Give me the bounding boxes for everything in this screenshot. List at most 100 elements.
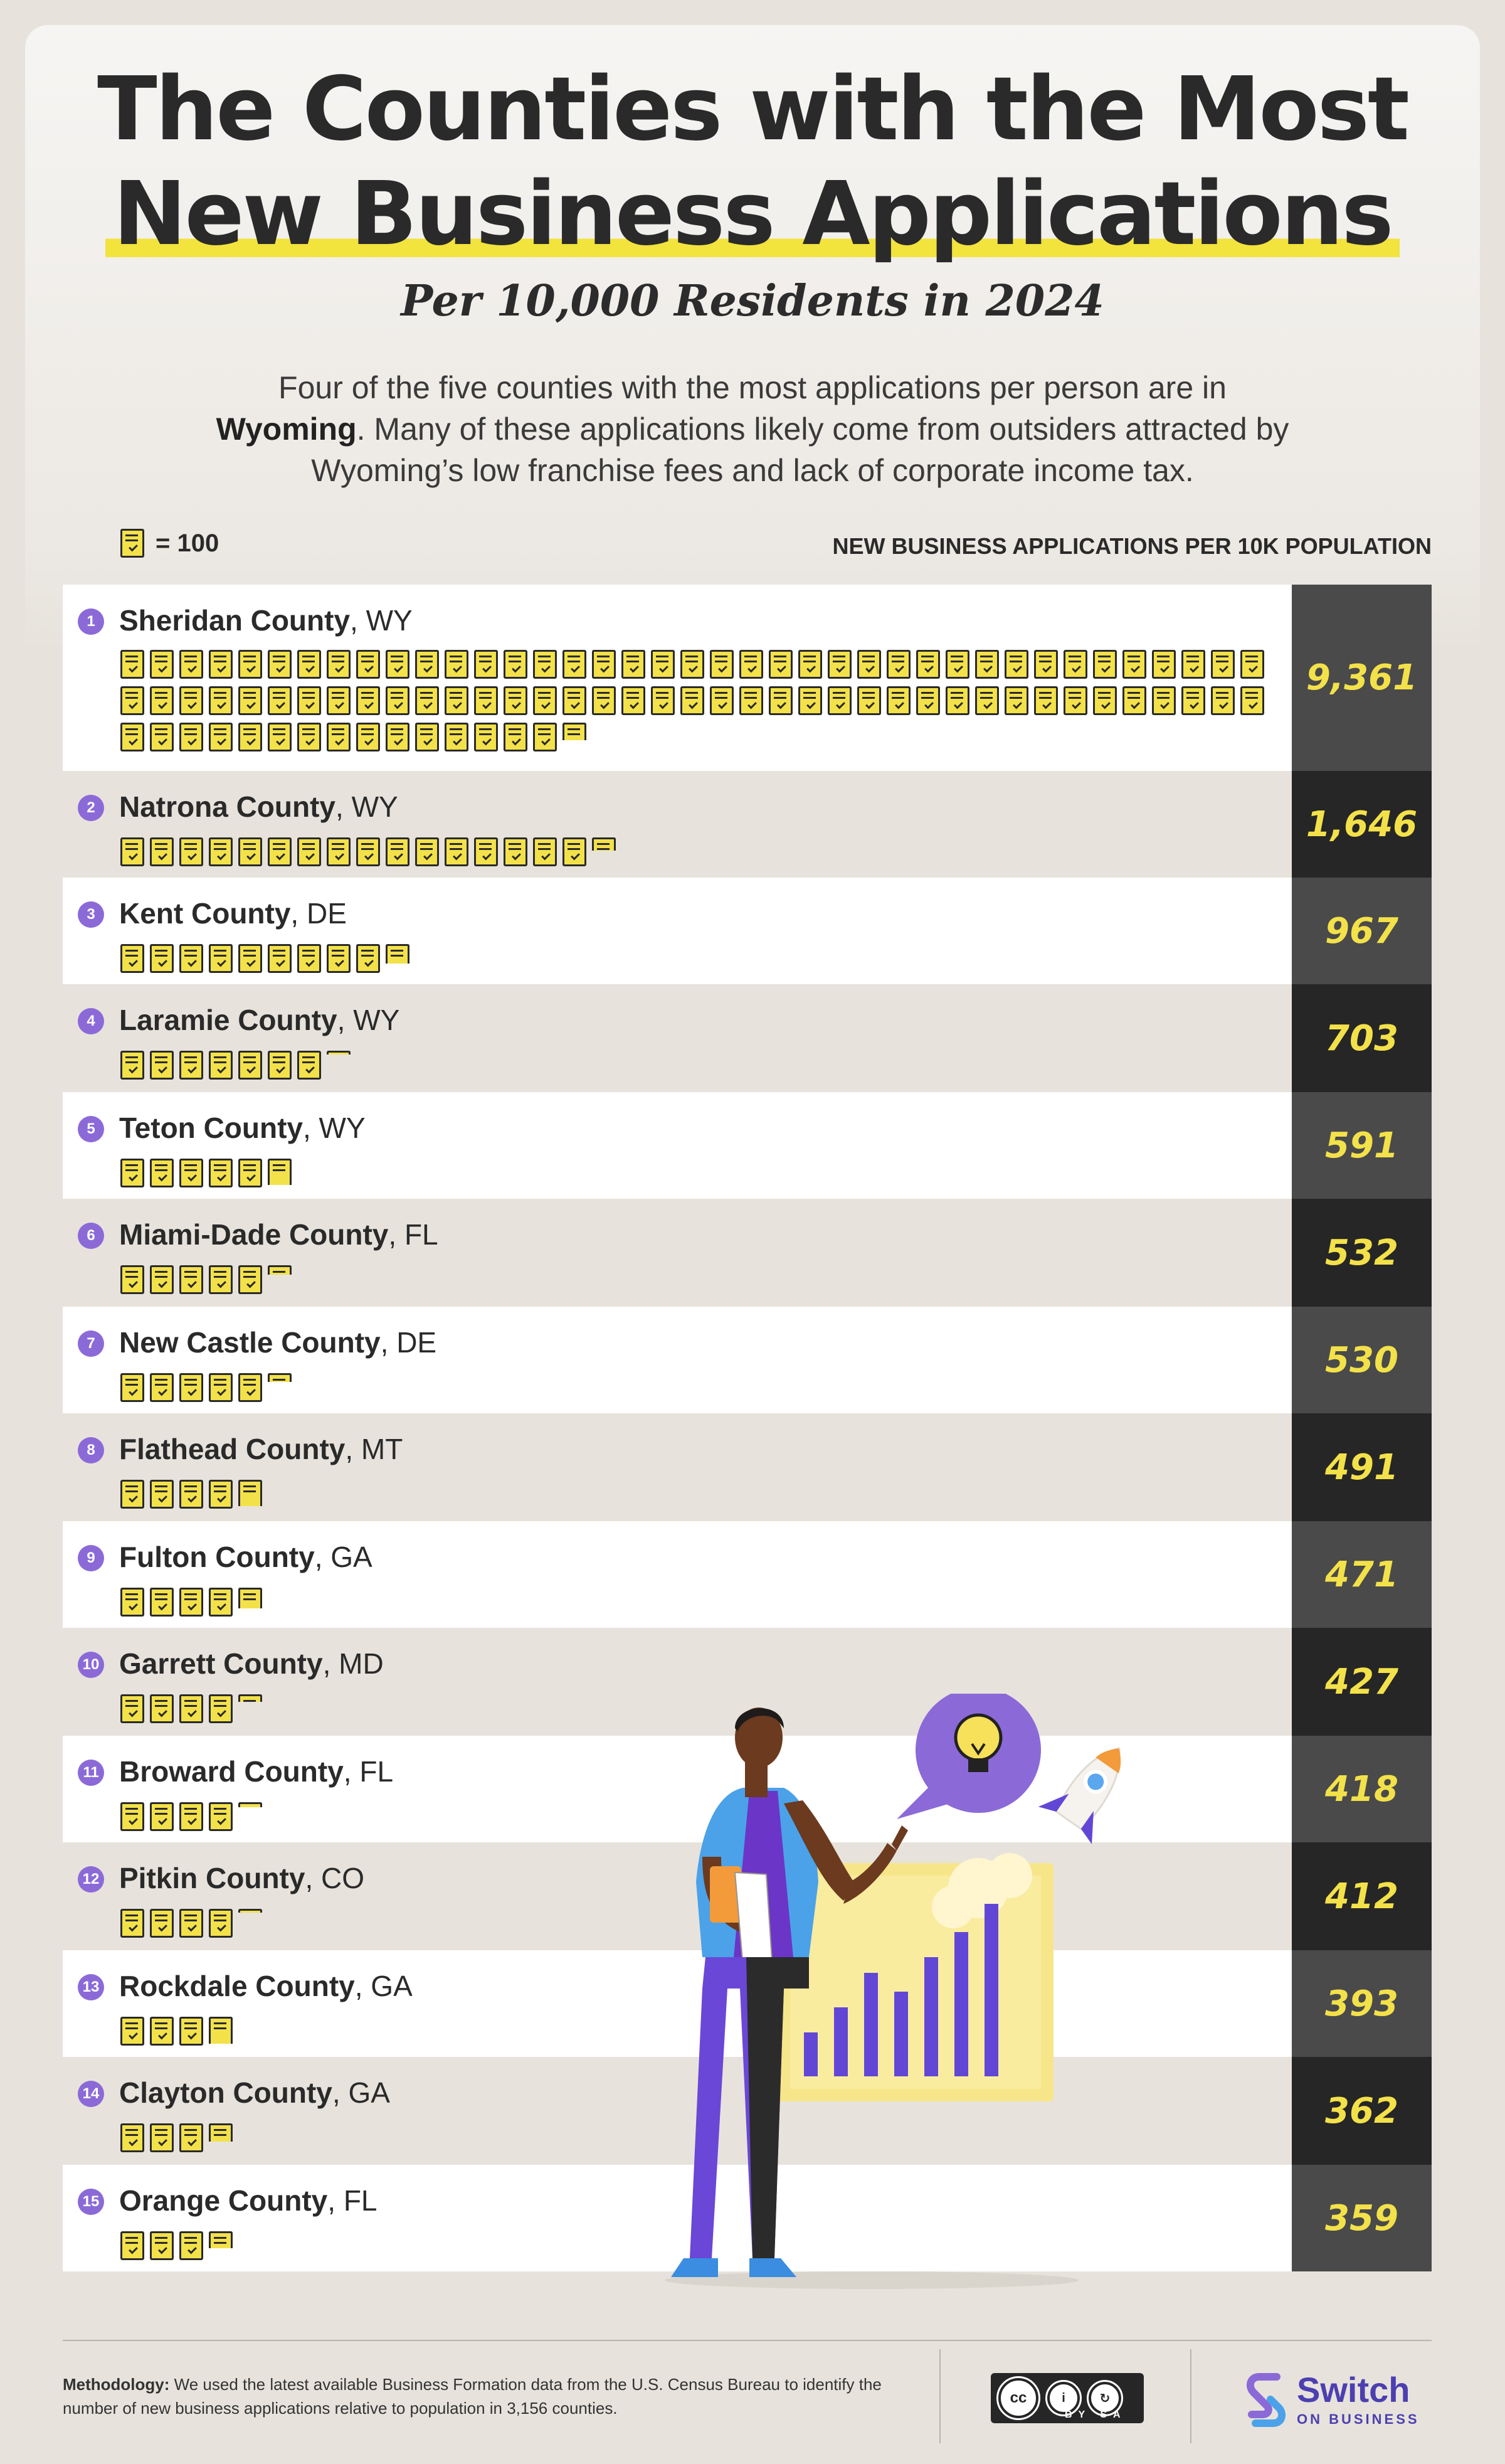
partial-document-icon [238, 1694, 262, 1702]
county-label: Miami-Dade County, FL [119, 1218, 438, 1251]
document-icon [179, 1480, 203, 1509]
county-separator: , [290, 897, 307, 930]
sa-icon: ↻ [1087, 2380, 1123, 2416]
document-icon [120, 2017, 144, 2046]
document-icon [209, 1694, 233, 1723]
document-icon [120, 1159, 144, 1187]
rank-badge: 11 [78, 1760, 104, 1786]
document-icon [386, 837, 409, 866]
document-icon [209, 686, 233, 715]
cc-license-badge[interactable]: cc i ↻ BY SA [991, 2373, 1144, 2423]
document-icon [120, 837, 144, 866]
document-icon [179, 1588, 203, 1617]
document-icon [356, 686, 380, 715]
rank-badge: 9 [78, 1545, 104, 1571]
document-icon [533, 837, 557, 866]
value-label: 359 [1292, 2165, 1432, 2271]
state-abbr: DE [396, 1326, 437, 1359]
state-abbr: FL [359, 1755, 394, 1788]
intro-bold: Wyoming [216, 412, 357, 447]
county-separator: , [388, 1218, 404, 1251]
document-icon [445, 686, 468, 715]
document-icon [415, 837, 439, 866]
document-icon [120, 944, 144, 973]
rank-badge: 1 [78, 608, 104, 635]
document-icon [179, 2017, 203, 2046]
document-icon [474, 650, 498, 679]
document-icon [975, 686, 999, 715]
partial-document-icon [327, 1051, 351, 1054]
county-name: Garrett County [119, 1647, 323, 1680]
document-icon [297, 686, 321, 715]
county-separator: , [343, 1755, 360, 1788]
rank-badge: 15 [78, 2189, 104, 2215]
chart-row: 6 Miami-Dade County, FL 532 [63, 1199, 1432, 1307]
document-icon [887, 686, 911, 715]
chart-row: 1 Sheridan County, WY 9,361 [63, 585, 1432, 771]
document-icon [120, 650, 144, 679]
document-icon [1152, 650, 1176, 679]
title-line-1: The Counties with the Most [97, 58, 1410, 161]
document-icon [120, 1909, 144, 1938]
rank-badge: 5 [78, 1116, 104, 1142]
chart-row: 4 Laramie County, WY 703 [63, 984, 1432, 1092]
partial-document-icon [209, 2017, 233, 2044]
state-abbr: WY [351, 790, 398, 823]
document-icon [297, 1051, 321, 1080]
document-icon [179, 1373, 203, 1402]
county-separator: , [327, 2184, 344, 2217]
county-name: Orange County [119, 2184, 328, 2217]
document-icon [150, 1909, 174, 1938]
document-icon [651, 686, 675, 715]
county-name: Rockdale County [119, 1970, 355, 2002]
chart-row: 3 Kent County, DE 967 [63, 878, 1432, 984]
icon-bar [120, 2017, 1270, 2046]
footer-separator-2 [1190, 2349, 1191, 2443]
county-label: Garrett County, MD [119, 1647, 384, 1681]
chart-row: 14 Clayton County, GA 362 [63, 2057, 1432, 2165]
document-icon [562, 650, 586, 679]
document-icon [828, 650, 852, 679]
document-icon [238, 650, 262, 679]
document-icon [504, 650, 527, 679]
chart-row: 9 Fulton County, GA 471 [63, 1521, 1432, 1628]
document-icon [179, 1694, 203, 1723]
county-label: Flathead County, MT [119, 1432, 403, 1466]
document-icon [651, 650, 675, 679]
county-name: New Castle County [119, 1326, 381, 1359]
rank-badge: 14 [78, 2081, 104, 2107]
document-icon [1181, 650, 1205, 679]
row-background [63, 1092, 1292, 1199]
partial-document-icon [562, 723, 586, 740]
document-icon [238, 944, 262, 973]
document-icon [356, 944, 380, 973]
brand-logo[interactable]: Switch ON BUSINESS [1245, 2372, 1420, 2428]
icon-bar [120, 650, 1270, 751]
rank-badge: 12 [78, 1866, 104, 1893]
document-icon [209, 944, 233, 973]
row-background [63, 2165, 1292, 2271]
icon-bar [120, 1588, 1270, 1617]
value-label: 591 [1292, 1092, 1432, 1199]
subtitle: Per 10,000 Residents in 2024 [401, 276, 1104, 326]
document-icon [327, 650, 351, 679]
document-icon [828, 686, 852, 715]
document-icon [209, 1802, 233, 1831]
partial-document-icon [238, 1909, 262, 1913]
document-icon [562, 686, 586, 715]
document-icon [297, 944, 321, 973]
state-abbr: MT [361, 1433, 403, 1465]
county-separator: , [335, 790, 352, 823]
value-label: 427 [1292, 1628, 1432, 1736]
county-name: Clayton County [119, 2076, 332, 2109]
document-icon [238, 837, 262, 866]
document-icon [179, 686, 203, 715]
county-name: Miami-Dade County [119, 1218, 389, 1251]
icon-bar [120, 1265, 1270, 1294]
document-icon [1005, 650, 1028, 679]
document-icon [150, 1802, 174, 1831]
county-name: Teton County [119, 1112, 303, 1144]
state-abbr: CO [321, 1862, 365, 1894]
methodology-label: Methodology: [63, 2375, 170, 2394]
county-label: Pitkin County, CO [119, 1861, 364, 1895]
